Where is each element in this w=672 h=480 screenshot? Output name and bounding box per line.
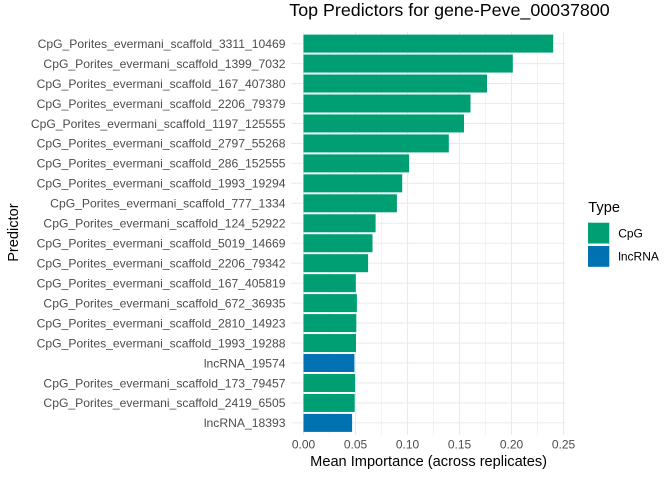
svg-text:CpG_Porites_evermani_scaffold_: CpG_Porites_evermani_scaffold_1993_19294 [37, 177, 286, 191]
svg-text:CpG_Porites_evermani_scaffold_: CpG_Porites_evermani_scaffold_173_79457 [43, 376, 285, 390]
svg-text:CpG_Porites_evermani_scaffold_: CpG_Porites_evermani_scaffold_2206_79379 [37, 97, 286, 111]
svg-text:CpG_Porites_evermani_scaffold_: CpG_Porites_evermani_scaffold_1399_7032 [43, 57, 285, 71]
svg-text:0.15: 0.15 [448, 438, 472, 452]
svg-text:Mean Importance (across replic: Mean Importance (across replicates) [310, 454, 547, 470]
svg-text:CpG_Porites_evermani_scaffold_: CpG_Porites_evermani_scaffold_2797_55268 [37, 137, 286, 151]
svg-text:CpG_Porites_evermani_scaffold_: CpG_Porites_evermani_scaffold_286_152555 [37, 157, 286, 171]
svg-text:Predictor: Predictor [6, 203, 22, 262]
svg-text:CpG_Porites_evermani_scaffold_: CpG_Porites_evermani_scaffold_1993_19288 [37, 336, 286, 350]
svg-text:0.00: 0.00 [292, 438, 316, 452]
svg-text:Type: Type [588, 200, 620, 216]
svg-text:0.20: 0.20 [500, 438, 524, 452]
svg-text:CpG_Porites_evermani_scaffold_: CpG_Porites_evermani_scaffold_5019_14669 [37, 237, 286, 251]
svg-text:0.05: 0.05 [344, 438, 368, 452]
svg-text:lncRNA: lncRNA [618, 250, 659, 264]
svg-text:Top Predictors for gene-Peve_0: Top Predictors for gene-Peve_00037800 [289, 0, 609, 21]
svg-text:lncRNA_19574: lncRNA_19574 [204, 356, 286, 370]
svg-text:0.25: 0.25 [552, 438, 576, 452]
svg-text:CpG_Porites_evermani_scaffold_: CpG_Porites_evermani_scaffold_167_405819 [37, 276, 286, 290]
svg-text:CpG_Porites_evermani_scaffold_: CpG_Porites_evermani_scaffold_3311_10469 [38, 37, 286, 51]
svg-text:0.10: 0.10 [396, 438, 420, 452]
svg-text:CpG_Porites_evermani_scaffold_: CpG_Porites_evermani_scaffold_124_52922 [43, 217, 285, 231]
svg-text:CpG_Porites_evermani_scaffold_: CpG_Porites_evermani_scaffold_672_36935 [43, 296, 285, 310]
svg-text:CpG_Porites_evermani_scaffold_: CpG_Porites_evermani_scaffold_777_1334 [50, 197, 286, 211]
svg-text:CpG: CpG [618, 226, 643, 240]
svg-text:CpG_Porites_evermani_scaffold_: CpG_Porites_evermani_scaffold_2206_79342 [37, 256, 286, 270]
svg-text:CpG_Porites_evermani_scaffold_: CpG_Porites_evermani_scaffold_2810_14923 [37, 316, 286, 330]
svg-text:CpG_Porites_evermani_scaffold_: CpG_Porites_evermani_scaffold_2419_6505 [43, 396, 285, 410]
svg-text:CpG_Porites_evermani_scaffold_: CpG_Porites_evermani_scaffold_1197_12555… [31, 117, 286, 131]
svg-text:lncRNA_18393: lncRNA_18393 [204, 416, 286, 430]
svg-text:CpG_Porites_evermani_scaffold_: CpG_Porites_evermani_scaffold_167_407380 [37, 77, 286, 91]
